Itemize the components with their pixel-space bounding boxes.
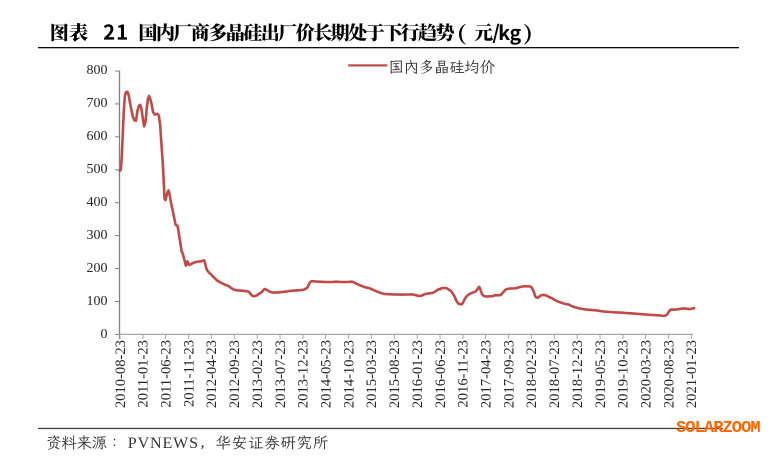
svg-text:2012-04-23: 2012-04-23 xyxy=(204,340,220,408)
svg-text:2010-08-23: 2010-08-23 xyxy=(113,340,129,408)
svg-text:2013-07-23: 2013-07-23 xyxy=(273,340,289,408)
svg-text:2013-02-23: 2013-02-23 xyxy=(250,340,266,408)
svg-text:2018-07-23: 2018-07-23 xyxy=(547,340,563,408)
svg-text:2014-05-23: 2014-05-23 xyxy=(319,340,335,408)
svg-text:2017-04-23: 2017-04-23 xyxy=(479,340,495,408)
svg-text:2014-10-23: 2014-10-23 xyxy=(341,340,357,408)
svg-text:2021-01-23: 2021-01-23 xyxy=(684,340,700,408)
svg-text:2018-02-23: 2018-02-23 xyxy=(524,340,540,408)
svg-text:2015-08-23: 2015-08-23 xyxy=(387,340,403,408)
svg-text:2020-03-23: 2020-03-23 xyxy=(639,340,655,408)
svg-text:2012-09-23: 2012-09-23 xyxy=(227,340,243,408)
svg-text:2013-12-23: 2013-12-23 xyxy=(296,340,312,408)
svg-text:2011-01-23: 2011-01-23 xyxy=(136,340,152,408)
svg-text:2016-06-23: 2016-06-23 xyxy=(433,340,449,408)
svg-text:2011-06-23: 2011-06-23 xyxy=(159,340,175,408)
svg-text:2019-05-23: 2019-05-23 xyxy=(593,340,609,408)
svg-text:2017-09-23: 2017-09-23 xyxy=(501,340,517,408)
svg-text:2018-12-23: 2018-12-23 xyxy=(570,340,586,408)
svg-text:2015-03-23: 2015-03-23 xyxy=(364,340,380,408)
svg-text:2019-10-23: 2019-10-23 xyxy=(616,340,632,408)
svg-text:2016-01-23: 2016-01-23 xyxy=(410,340,426,408)
svg-text:2020-08-23: 2020-08-23 xyxy=(661,340,677,408)
svg-text:2016-11-23: 2016-11-23 xyxy=(456,340,472,408)
svg-text:2011-11-23: 2011-11-23 xyxy=(181,340,197,407)
